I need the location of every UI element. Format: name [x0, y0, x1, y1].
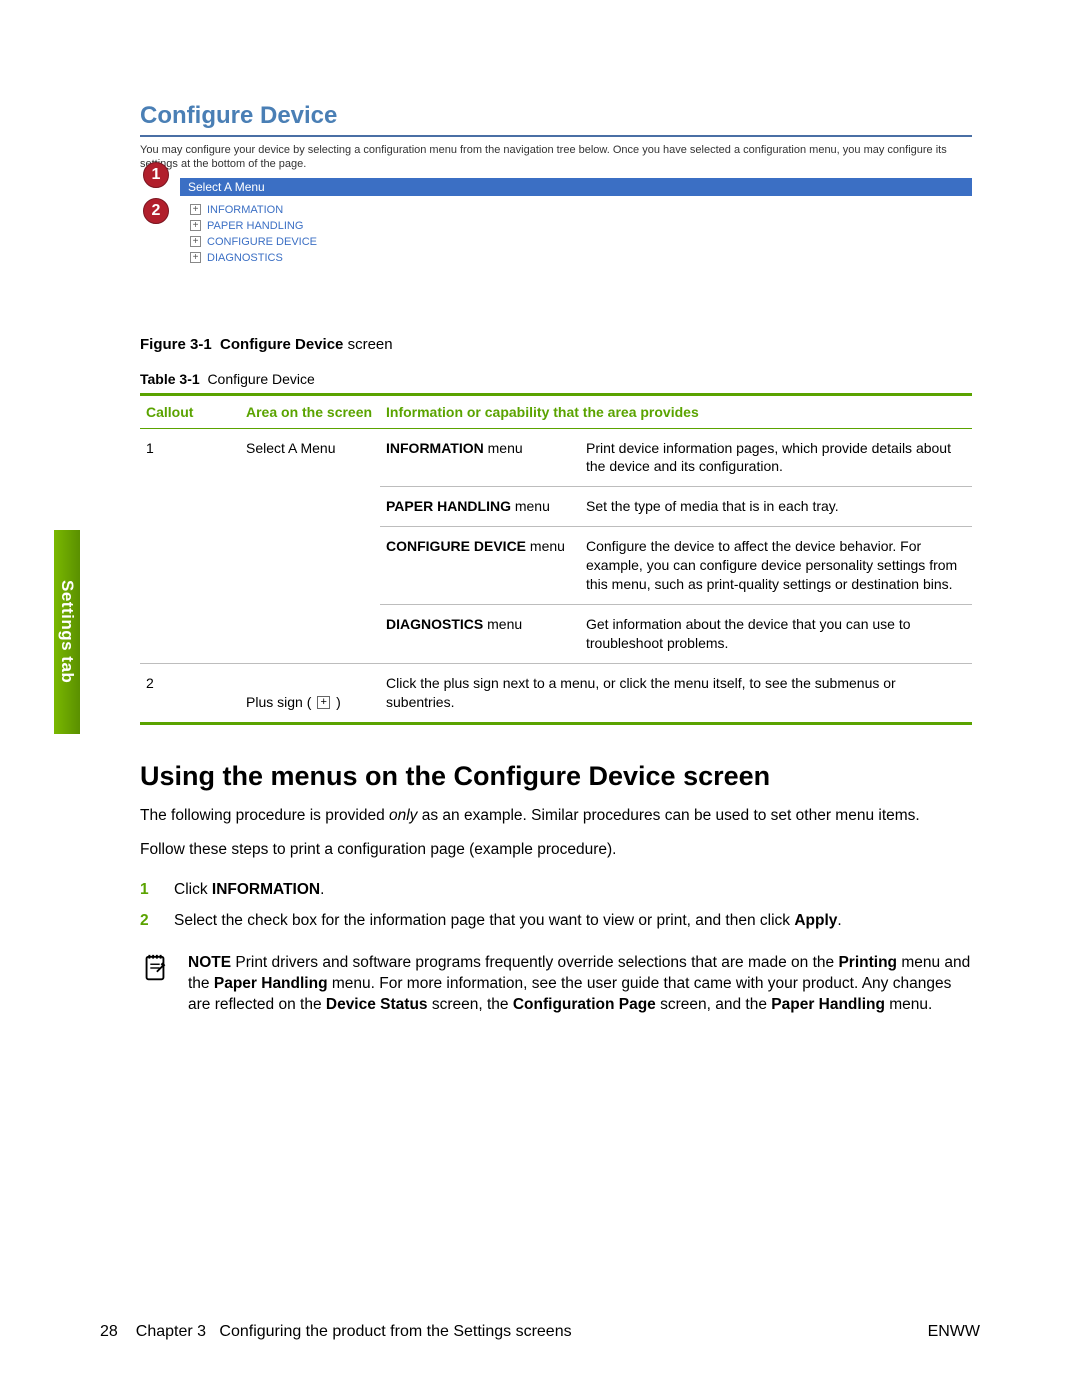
tree-label: INFORMATION	[207, 204, 283, 216]
cell-callout: 2	[140, 663, 240, 723]
cell-desc: Print device information pages, which pr…	[580, 428, 972, 487]
side-tab: Settings tab	[54, 530, 80, 734]
list-item: 2 Select the check box for the informati…	[140, 906, 972, 937]
plus-icon[interactable]: +	[190, 204, 201, 215]
page-footer: 28 Chapter 3 Configuring the product fro…	[100, 1323, 980, 1341]
table-caption: Table 3-1 Configure Device	[140, 371, 972, 387]
tree-label: PAPER HANDLING	[207, 220, 303, 232]
step-number: 1	[140, 880, 152, 901]
table-header-callout: Callout	[140, 394, 240, 428]
table-header-info: Information or capability that the area …	[380, 394, 972, 428]
cell-callout: 1	[140, 428, 240, 663]
plus-icon[interactable]: +	[190, 252, 201, 263]
page-number: 28	[100, 1323, 118, 1341]
note-block: NOTE Print drivers and software programs…	[140, 953, 972, 1016]
menu-tree: + INFORMATION + PAPER HANDLING + CONFIGU…	[180, 196, 972, 266]
configure-device-screenshot: Configure Device You may configure your …	[140, 102, 972, 266]
note-text: NOTE Print drivers and software programs…	[188, 953, 972, 1016]
cell-desc: Click the plus sign next to a menu, or c…	[380, 663, 972, 723]
tree-item-information[interactable]: + INFORMATION	[190, 202, 972, 218]
chapter-label: Chapter 3 Configuring the product from t…	[136, 1323, 572, 1341]
configure-device-table: Callout Area on the screen Information o…	[140, 393, 972, 725]
cell-menu: CONFIGURE DEVICE menu	[380, 527, 580, 605]
plus-icon: +	[317, 696, 330, 709]
callout-badge-1: 1	[143, 162, 169, 188]
table-row: 2 Plus sign ( + ) Click the plus sign ne…	[140, 663, 972, 723]
section-heading: Using the menus on the Configure Device …	[140, 761, 972, 792]
step-number: 2	[140, 911, 152, 932]
tree-item-paper-handling[interactable]: + PAPER HANDLING	[190, 218, 972, 234]
cell-menu: DIAGNOSTICS menu	[380, 604, 580, 663]
body-paragraph: The following procedure is provided only…	[140, 806, 972, 827]
callout-badge-2: 2	[143, 198, 169, 224]
tree-item-configure-device[interactable]: + CONFIGURE DEVICE	[190, 234, 972, 250]
note-icon	[140, 953, 170, 983]
cell-menu: INFORMATION menu	[380, 428, 580, 487]
steps-list: 1 Click INFORMATION. 2 Select the check …	[140, 875, 972, 937]
tree-label: CONFIGURE DEVICE	[207, 236, 317, 248]
cell-menu: PAPER HANDLING menu	[380, 487, 580, 527]
cell-desc: Set the type of media that is in each tr…	[580, 487, 972, 527]
cell-desc: Configure the device to affect the devic…	[580, 527, 972, 605]
table-header-area: Area on the screen	[240, 394, 380, 428]
screenshot-description: You may configure your device by selecti…	[140, 143, 972, 172]
screenshot-heading: Configure Device	[140, 102, 972, 130]
list-item: 1 Click INFORMATION.	[140, 875, 972, 906]
cell-area: Plus sign ( + )	[240, 663, 380, 723]
tree-item-diagnostics[interactable]: + DIAGNOSTICS	[190, 250, 972, 266]
plus-icon[interactable]: +	[190, 220, 201, 231]
table-row: 1 Select A Menu INFORMATION menu Print d…	[140, 428, 972, 487]
select-menu-bar: Select A Menu	[180, 178, 972, 196]
body-paragraph: Follow these steps to print a configurat…	[140, 840, 972, 861]
footer-right: ENWW	[928, 1323, 980, 1341]
plus-icon[interactable]: +	[190, 236, 201, 247]
cell-area: Select A Menu	[240, 428, 380, 663]
figure-caption: Figure 3-1 Configure Device screen	[140, 336, 972, 353]
tree-label: DIAGNOSTICS	[207, 252, 283, 264]
cell-desc: Get information about the device that yo…	[580, 604, 972, 663]
